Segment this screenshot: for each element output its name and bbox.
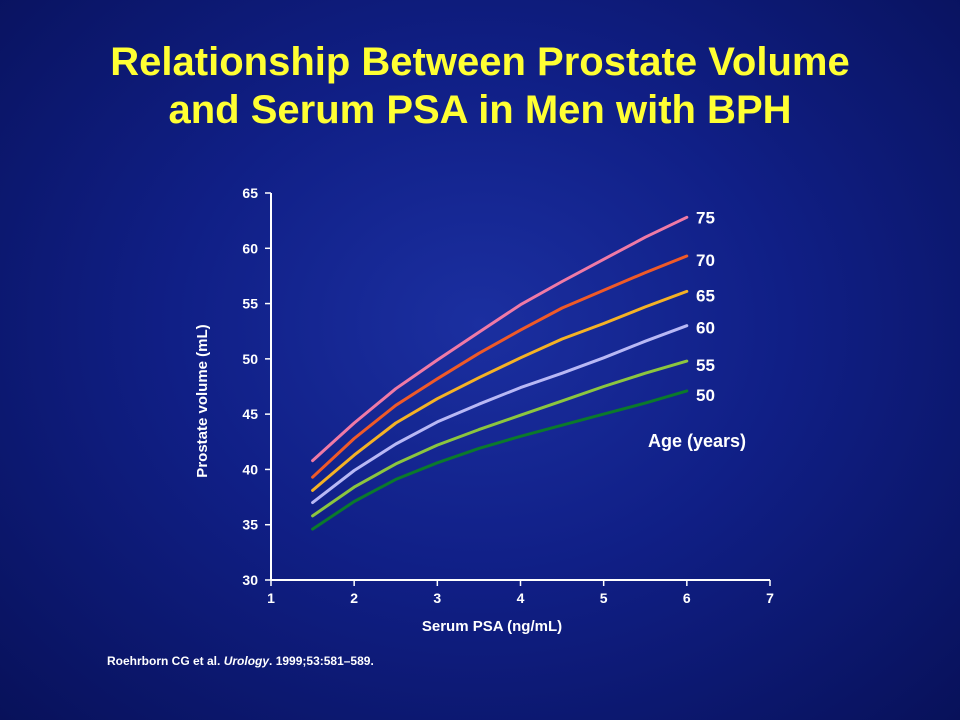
chart-series: [311, 215, 689, 531]
legend-title: Age (years): [648, 431, 746, 451]
series-line-50: [311, 389, 689, 531]
series-line-65: [311, 289, 689, 492]
y-tick-label: 65: [242, 185, 258, 201]
y-tick-label: 35: [242, 517, 258, 533]
series-label-70: 70: [696, 251, 715, 270]
series-line-75: [311, 215, 689, 463]
x-tick-label: 1: [267, 590, 275, 606]
y-tick-label: 40: [242, 461, 258, 477]
y-tick-label: 60: [242, 240, 258, 256]
citation-details: . 1999;53:581–589.: [269, 654, 374, 668]
y-tick-label: 50: [242, 351, 258, 367]
series-label-60: 60: [696, 319, 715, 338]
series-label-55: 55: [696, 356, 715, 375]
series-line-70: [311, 254, 689, 479]
series-line-60: [311, 324, 689, 505]
x-tick-label: 5: [600, 590, 608, 606]
slide-title: Relationship Between Prostate Volume and…: [0, 38, 960, 134]
y-tick-label: 45: [242, 406, 258, 422]
series-label-75: 75: [696, 208, 715, 227]
series-label-50: 50: [696, 386, 715, 405]
title-line-1: Relationship Between Prostate Volume: [110, 40, 850, 84]
y-axis-title: Prostate volume (mL): [194, 324, 211, 477]
x-tick-label: 2: [350, 590, 358, 606]
x-axis-title: Serum PSA (ng/mL): [422, 618, 562, 635]
x-tick-label: 6: [683, 590, 691, 606]
title-line-2: and Serum PSA in Men with BPH: [168, 88, 792, 132]
series-label-65: 65: [696, 286, 715, 305]
y-tick-label: 55: [242, 296, 258, 312]
citation-authors: Roehrborn CG et al.: [107, 654, 224, 668]
x-tick-label: 3: [433, 590, 441, 606]
series-line-55: [311, 359, 689, 518]
x-tick-label: 4: [517, 590, 525, 606]
x-tick-label: 7: [766, 590, 774, 606]
y-tick-label: 30: [242, 572, 258, 588]
citation-journal: Urology: [223, 654, 270, 668]
chart-labels: Serum PSA (ng/mL) Prostate volume (mL) 75 7…: [194, 208, 746, 635]
citation: Roehrborn CG et al. Urology. 1999;53:581…: [107, 654, 374, 668]
